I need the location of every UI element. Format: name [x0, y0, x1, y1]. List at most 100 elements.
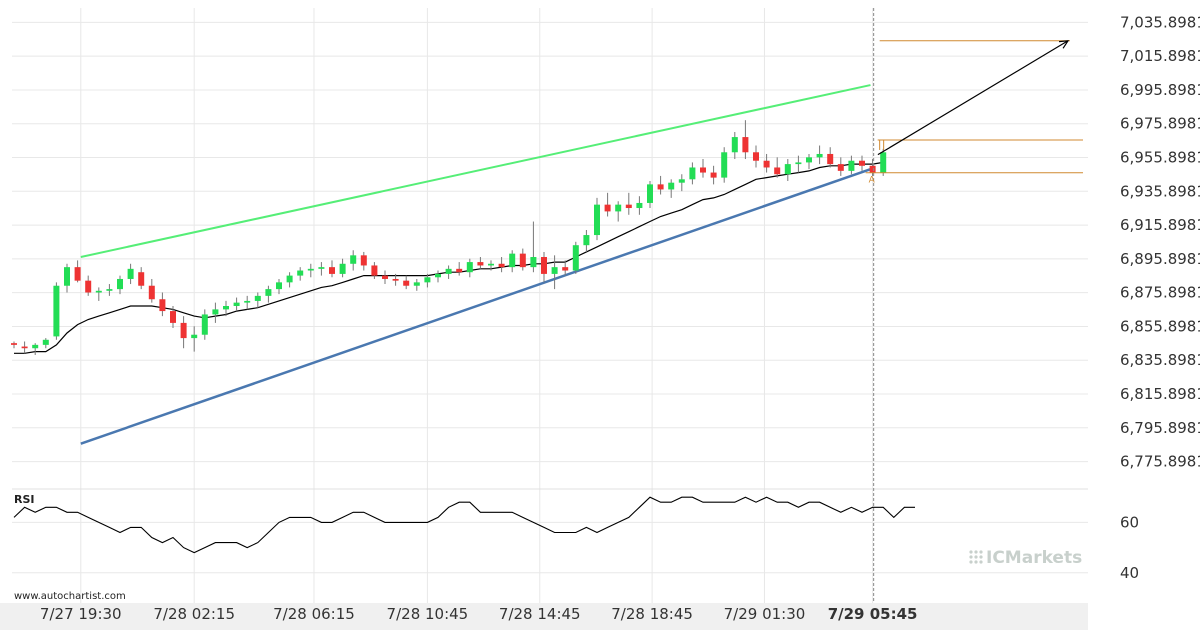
candle-body — [848, 160, 855, 171]
candle — [689, 162, 696, 185]
candle-body — [95, 290, 102, 293]
price-tick-label: 6,775.8981 — [1120, 453, 1200, 471]
candle — [360, 251, 367, 271]
brand-wordmark: ICMarkets — [986, 548, 1082, 568]
brand-icon — [969, 550, 983, 564]
candle — [477, 257, 484, 269]
candle — [392, 273, 399, 286]
candle — [530, 221, 537, 273]
candle — [668, 179, 675, 198]
rsi-polyline — [13, 496, 915, 554]
candle — [85, 275, 92, 296]
time-axis-band — [0, 603, 1088, 630]
candle — [127, 263, 134, 285]
candle — [276, 278, 282, 295]
candle — [382, 270, 388, 285]
candle-body — [21, 346, 28, 349]
candle-body — [869, 165, 876, 173]
trendlines — [80, 84, 871, 445]
candle-body — [689, 167, 696, 180]
candle-body — [466, 262, 473, 273]
candle — [710, 165, 717, 185]
candle — [148, 278, 155, 303]
price-tick-label: 6,975.8981 — [1120, 115, 1200, 133]
candle — [784, 159, 791, 181]
candle — [170, 306, 176, 328]
candle — [721, 147, 728, 183]
candle — [339, 258, 346, 278]
candle — [742, 120, 749, 160]
candle-body — [859, 160, 865, 166]
candle — [572, 241, 579, 274]
price-tick-label: 6,935.8981 — [1120, 182, 1200, 200]
price-tick-label: 6,815.8981 — [1120, 385, 1200, 403]
price-tick-label: 6,995.8981 — [1120, 81, 1200, 99]
candle — [806, 153, 812, 170]
candle-body — [541, 257, 547, 274]
candle — [424, 273, 431, 288]
forecast-arrow — [877, 40, 1069, 156]
candle — [403, 275, 410, 290]
candle — [159, 292, 166, 317]
time-tick-label: 7/28 14:45 — [499, 605, 581, 623]
candle-body — [530, 257, 537, 268]
candle-body — [700, 167, 706, 173]
candle-body — [32, 344, 39, 349]
candle-body — [625, 204, 632, 209]
pattern-marker-label: A — [869, 176, 876, 186]
candle — [180, 316, 187, 349]
candle — [647, 180, 653, 209]
candle-body — [286, 275, 293, 283]
price-tick-label: 6,955.8981 — [1120, 149, 1200, 167]
candle-body — [594, 204, 600, 236]
candle — [265, 285, 272, 303]
candle — [42, 338, 49, 349]
candle-body — [551, 267, 558, 274]
candle — [117, 275, 123, 295]
candle — [254, 292, 261, 308]
price-tick-label: 6,915.8981 — [1120, 216, 1200, 234]
candle — [753, 145, 759, 168]
candle — [859, 155, 865, 171]
candle-body — [106, 289, 113, 291]
watermark-url: www.autochartist.com — [14, 591, 126, 602]
time-tick-label: 7/28 06:15 — [273, 605, 355, 623]
candle — [625, 192, 632, 215]
candle-body — [583, 235, 590, 246]
candle-body — [212, 309, 219, 315]
candle — [297, 267, 304, 281]
candle-body — [477, 262, 484, 266]
candle-body — [753, 152, 759, 161]
candle — [74, 260, 81, 283]
rsi-tick-label: 40 — [1120, 564, 1139, 582]
candle — [636, 196, 643, 215]
candle — [519, 248, 526, 271]
candle — [106, 284, 113, 296]
candle — [562, 260, 569, 276]
candle — [456, 262, 463, 276]
candle — [880, 148, 887, 176]
candle — [371, 262, 378, 279]
candle-body — [307, 268, 314, 271]
candle-body — [201, 314, 208, 335]
candle-body — [53, 285, 60, 337]
time-tick-label: 7/28 02:15 — [153, 605, 235, 623]
candle-body — [233, 302, 240, 307]
candle-body — [318, 267, 325, 269]
candle — [604, 192, 611, 217]
candles — [11, 120, 887, 355]
candle-body — [74, 267, 81, 281]
candle — [837, 157, 844, 176]
candle-body — [85, 280, 92, 293]
candle-body — [615, 204, 622, 212]
candle-body — [763, 160, 770, 168]
price-tick-label: 7,035.8981 — [1120, 13, 1200, 31]
price-tick-label: 6,855.8981 — [1120, 317, 1200, 335]
candle-body — [456, 268, 463, 273]
candle-body — [509, 253, 516, 268]
candle-body — [276, 282, 282, 290]
candle-body — [382, 275, 388, 279]
candle-body — [562, 267, 569, 271]
candle — [763, 153, 770, 173]
candle — [64, 263, 70, 293]
